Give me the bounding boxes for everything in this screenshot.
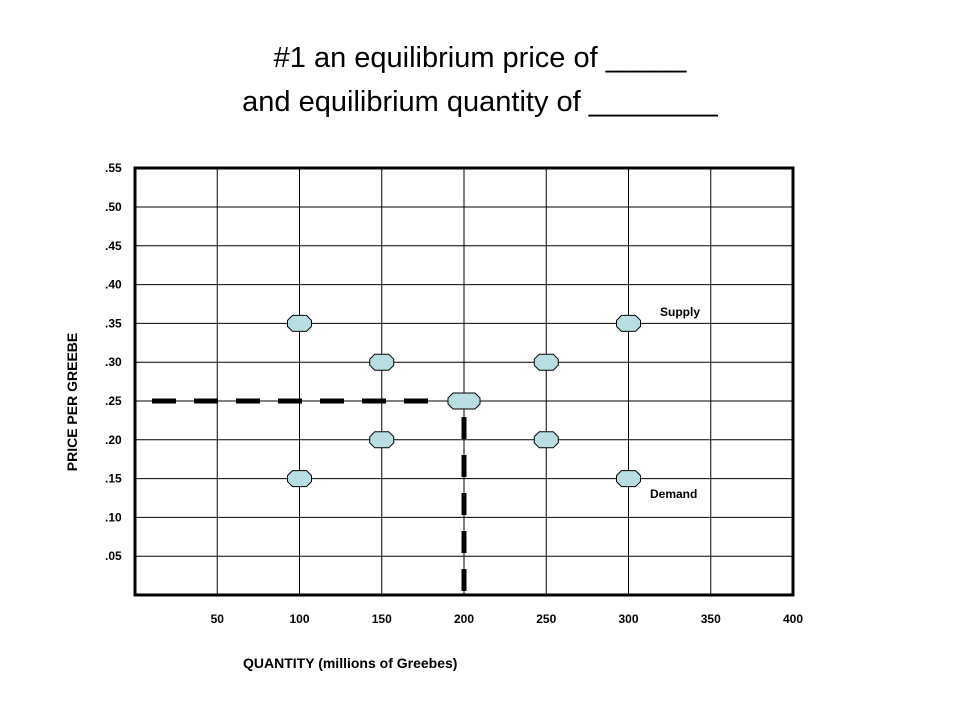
grid-lines xyxy=(135,168,793,595)
tick-labels: .05 .10 .15 .20 .25 .30 .35 .40 .45 .50 .55 50 100 15… xyxy=(105,161,803,626)
y-tick-label: .05 xyxy=(105,549,122,563)
x-tick-label: 50 xyxy=(211,612,225,626)
y-tick-label: .25 xyxy=(105,394,122,408)
supply-point xyxy=(369,431,395,449)
demand-point xyxy=(533,431,559,449)
x-tick-label: 150 xyxy=(372,612,392,626)
supply-curve-label: Supply xyxy=(660,305,700,319)
y-tick-label: .35 xyxy=(105,316,122,330)
data-markers xyxy=(287,314,641,488)
x-axis-label: QUANTITY (millions of Greebes) xyxy=(243,655,457,671)
x-tick-label: 400 xyxy=(783,612,803,626)
x-tick-label: 100 xyxy=(289,612,309,626)
demand-curve-label: Demand xyxy=(650,487,697,501)
equilibrium-guides xyxy=(152,398,467,593)
title-line-2: and equilibrium quantity of ________ xyxy=(242,86,718,118)
y-axis-label: PRICE PER GREEBE xyxy=(64,333,80,471)
y-tick-label: .20 xyxy=(105,433,122,447)
equilibrium-point xyxy=(447,392,481,410)
y-tick-label: .40 xyxy=(105,278,122,292)
demand-point xyxy=(616,470,641,488)
y-tick-label: .45 xyxy=(105,239,122,253)
y-tick-label: .50 xyxy=(105,200,122,214)
y-tick-label: .10 xyxy=(105,510,122,524)
plot-frame xyxy=(133,166,795,597)
x-tick-label: 350 xyxy=(701,612,721,626)
supply-point xyxy=(287,470,312,488)
demand-point xyxy=(287,314,312,332)
x-tick-label: 200 xyxy=(454,612,474,626)
title-line-1: #1 an equilibrium price of _____ xyxy=(273,42,687,74)
demand-point xyxy=(369,353,395,371)
y-tick-label: .15 xyxy=(105,472,122,486)
x-tick-label: 300 xyxy=(618,612,638,626)
y-tick-label: .30 xyxy=(105,355,122,369)
supply-point xyxy=(616,314,641,332)
y-tick-label: .55 xyxy=(105,161,122,175)
x-tick-label: 250 xyxy=(536,612,556,626)
supply-point xyxy=(533,353,559,371)
